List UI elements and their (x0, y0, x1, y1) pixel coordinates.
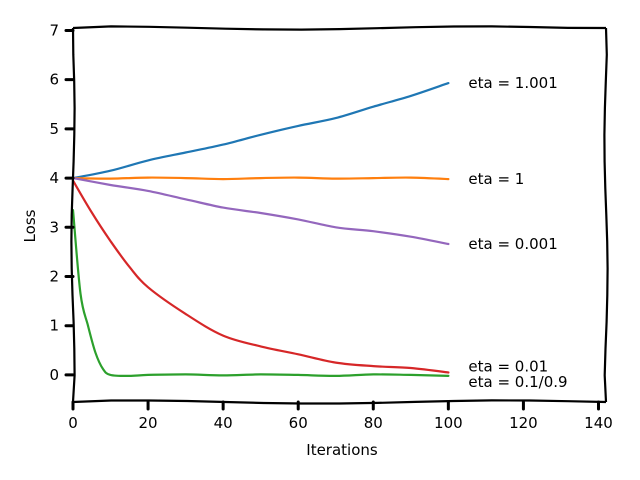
series-line-2 (71, 177, 450, 246)
y-tick-label-4: 4 (49, 169, 59, 187)
series-label-1: eta = 1 (468, 170, 524, 188)
series-line-4 (71, 209, 450, 378)
x-axis-label: Iterations (306, 441, 378, 459)
y-tick-label-5: 5 (49, 120, 59, 138)
x-tick-label-1: 20 (139, 414, 158, 432)
series-label-3: eta = 0.01 (468, 358, 548, 376)
series-line-3 (71, 179, 450, 374)
series-line-1 (71, 176, 450, 181)
series-layer (71, 82, 450, 378)
x-tick-label-6: 120 (509, 414, 538, 432)
ticks-layer: 0 20 40 60 80 100 120 140 0 1 2 3 4 5 6 7 (49, 21, 612, 432)
y-tick-label-0: 0 (49, 366, 59, 384)
x-tick-label-4: 80 (364, 414, 383, 432)
x-tick-label-7: 140 (584, 414, 613, 432)
series-label-0: eta = 1.001 (468, 74, 557, 92)
x-tick-label-2: 40 (214, 414, 233, 432)
series-labels: eta = 1.001 eta = 1 eta = 0.001 eta = 0.01e… (468, 74, 567, 391)
y-tick-label-3: 3 (49, 218, 59, 236)
series-line-0 (71, 82, 450, 180)
series-label-4: eta = 0.1/0.9 (468, 373, 567, 391)
series-label-2: eta = 0.001 (468, 235, 557, 253)
y-tick-label-1: 1 (49, 317, 59, 335)
x-tick-label-5: 100 (434, 414, 463, 432)
y-tick-label-6: 6 (49, 71, 59, 89)
x-tick-label-3: 60 (289, 414, 308, 432)
plot-frame (70, 25, 609, 405)
x-tick-label-0: 0 (68, 414, 78, 432)
y-tick-label-7: 7 (49, 21, 59, 39)
y-axis-label: Loss (21, 209, 39, 242)
y-tick-label-2: 2 (49, 268, 59, 286)
